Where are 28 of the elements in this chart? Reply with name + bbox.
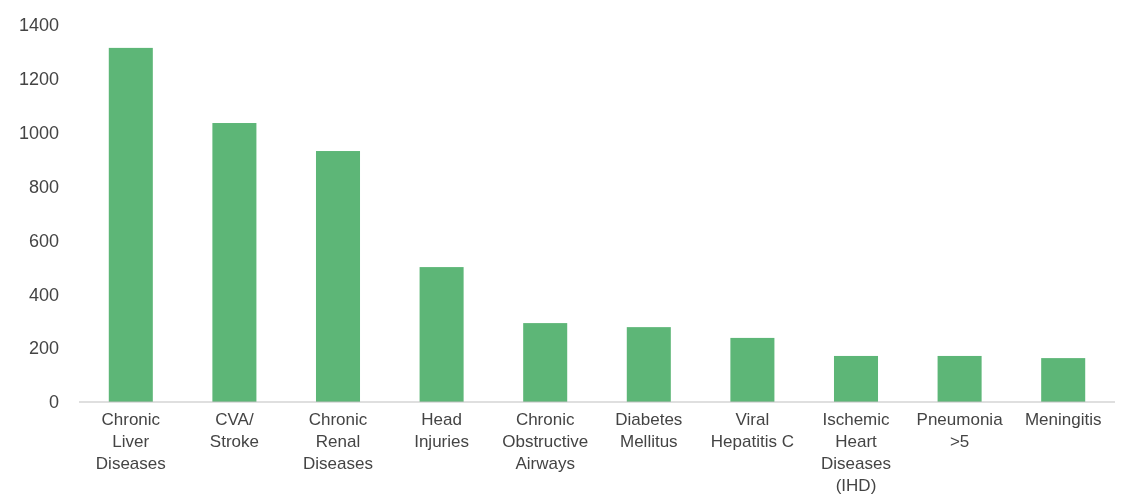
x-tick-label: Chronic Renal Diseases [303, 410, 373, 473]
bar [315, 151, 361, 402]
x-tick-label: Ischemic Heart Diseases (IHD) [821, 410, 891, 495]
y-tick-label: 1000 [18, 122, 59, 143]
bar [212, 123, 257, 402]
y-tick-label: 400 [28, 284, 59, 305]
x-tick-label: CVA/ Stroke [209, 410, 259, 451]
bar [937, 355, 982, 402]
bar [626, 327, 671, 402]
y-tick-label: 1200 [18, 69, 59, 90]
bar [1041, 358, 1086, 402]
y-tick-label: 800 [28, 176, 59, 197]
y-tick-label: 1400 [18, 15, 59, 36]
bar [730, 337, 775, 402]
bar [108, 47, 153, 402]
bar [419, 267, 464, 402]
y-tick-label: 600 [28, 230, 59, 251]
x-tick-label: Head Injuries [414, 410, 470, 451]
x-tick-label: Chronic Liver Diseases [95, 410, 166, 473]
x-tick-label: Viral Hepatitis C [710, 410, 794, 451]
x-tick-label: Chronic Obstructive Airways [502, 410, 589, 473]
x-tick-label: Diabetes Mellitus [615, 410, 683, 451]
y-tick-label: 0 [48, 392, 59, 413]
x-tick-label: Meningitis [1024, 410, 1102, 429]
x-tick-label: Pneumonia >5 [916, 410, 1004, 451]
bar [833, 355, 879, 402]
bar [523, 323, 568, 402]
y-tick-label: 200 [28, 338, 59, 359]
